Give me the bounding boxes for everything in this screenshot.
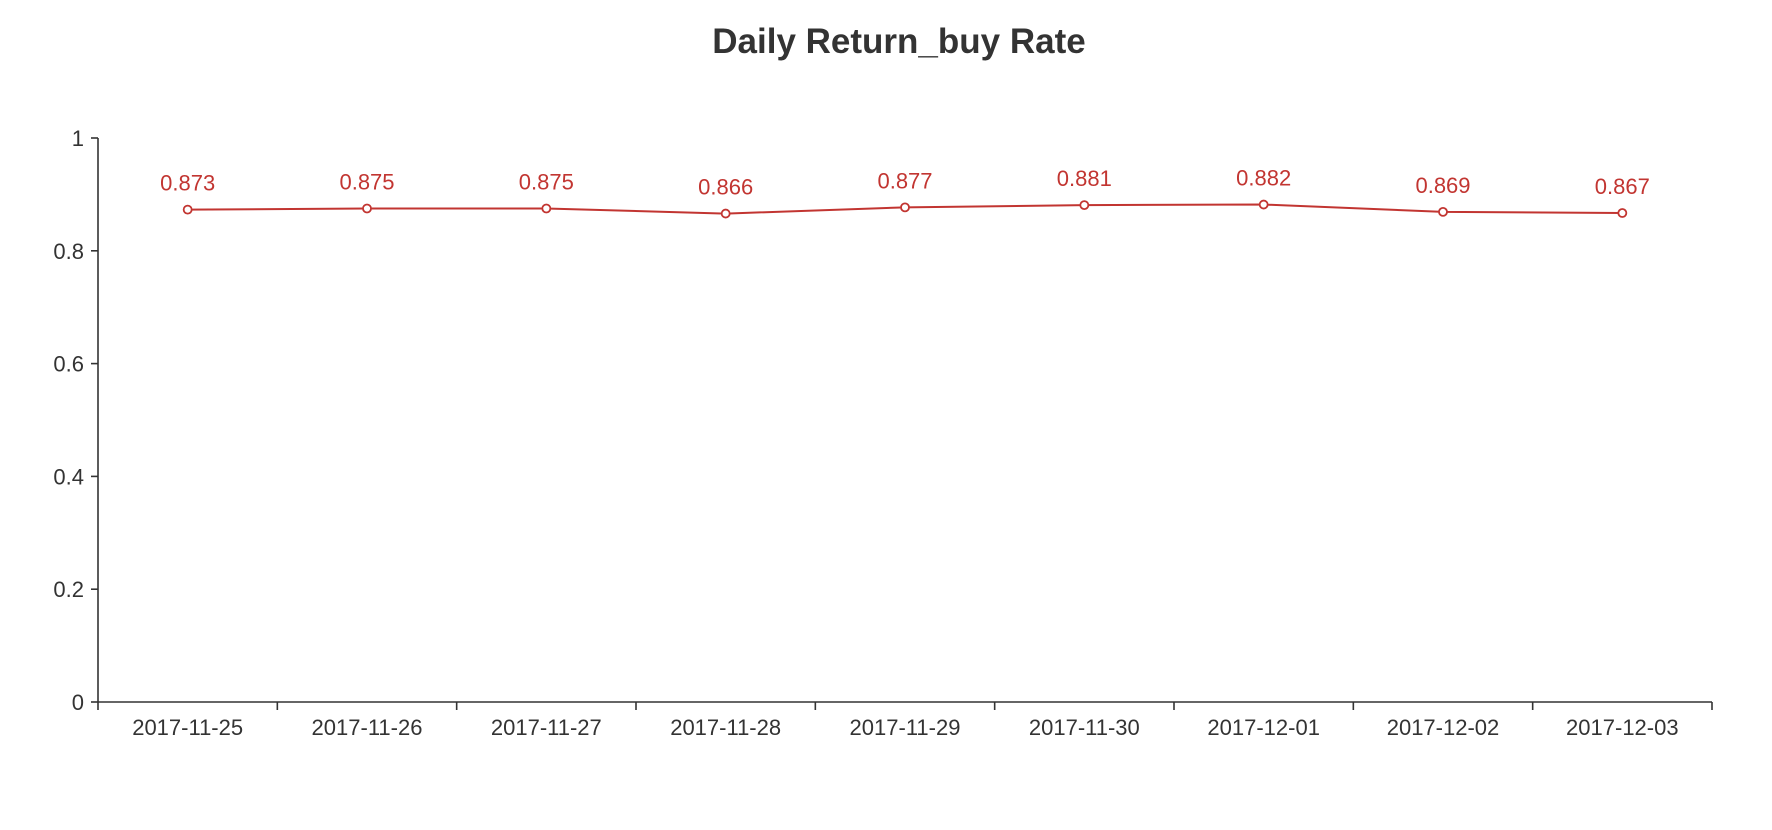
data-point bbox=[720, 208, 731, 219]
data-point bbox=[900, 202, 910, 213]
data-label: 0.877 bbox=[877, 168, 932, 193]
x-tick-label: 2017-11-30 bbox=[1029, 715, 1140, 740]
data-label: 0.866 bbox=[698, 175, 753, 200]
data-labels-group: 0.873 0.875 0.875 0.866 0.877 0.881 0.882 0.869… bbox=[160, 166, 1650, 200]
data-point bbox=[1258, 199, 1269, 210]
x-tick-label: 2017-12-01 bbox=[1207, 715, 1320, 740]
data-label: 0.867 bbox=[1595, 174, 1650, 199]
x-axis: 2017-11-25 2017-11-26 2017-11-27 2017-11-28… bbox=[97, 701, 1713, 740]
data-label: 0.873 bbox=[160, 171, 215, 196]
chart-title: Daily Return_buy Rate bbox=[712, 22, 1086, 61]
x-tick-label: 2017-11-26 bbox=[312, 715, 423, 740]
data-point bbox=[1438, 206, 1448, 217]
y-tick-label: 1 bbox=[72, 126, 84, 151]
data-label: 0.869 bbox=[1415, 173, 1470, 198]
data-point bbox=[541, 203, 552, 214]
x-tick-label: 2017-11-27 bbox=[491, 715, 602, 740]
x-tick-label: 2017-11-28 bbox=[670, 715, 781, 740]
data-point bbox=[1079, 200, 1090, 211]
y-tick-label: 0.6 bbox=[53, 352, 84, 377]
y-tick-label: 0.8 bbox=[53, 239, 84, 264]
data-point bbox=[362, 203, 372, 214]
data-point bbox=[182, 204, 193, 215]
y-axis: 0 0.2 0.4 0.6 0.8 1 bbox=[53, 126, 99, 715]
x-tick-label: 2017-11-25 bbox=[132, 715, 243, 740]
y-tick-label: 0 bbox=[72, 690, 84, 715]
series-line-group bbox=[182, 199, 1628, 219]
x-tick-label: 2017-12-03 bbox=[1566, 715, 1679, 740]
data-label: 0.875 bbox=[519, 170, 574, 195]
data-label: 0.882 bbox=[1236, 166, 1291, 191]
y-tick-label: 0.4 bbox=[53, 464, 84, 489]
data-label: 0.875 bbox=[339, 170, 394, 195]
y-tick-label: 0.2 bbox=[53, 577, 84, 602]
x-tick-label: 2017-11-29 bbox=[850, 715, 961, 740]
data-label: 0.881 bbox=[1057, 166, 1112, 191]
data-point bbox=[1617, 208, 1628, 218]
x-tick-label: 2017-12-02 bbox=[1387, 715, 1500, 740]
